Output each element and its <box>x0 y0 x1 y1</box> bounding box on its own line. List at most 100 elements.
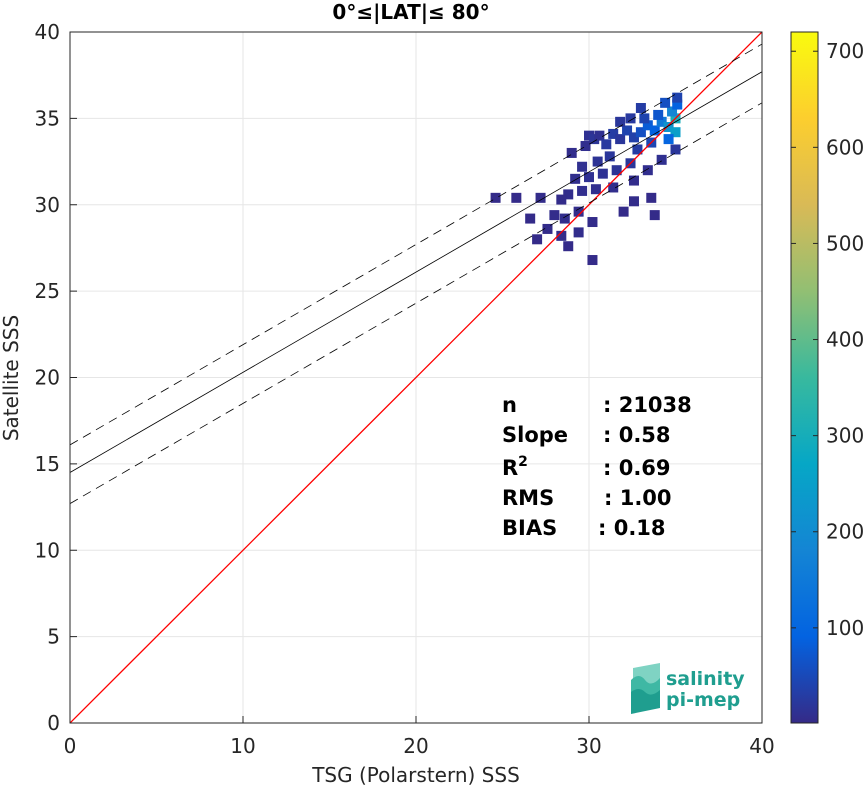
stat-label: n <box>502 393 517 417</box>
density-cell <box>646 192 657 203</box>
density-cell <box>653 109 664 120</box>
density-cell <box>563 189 574 200</box>
logo-line1: salinity <box>666 668 745 690</box>
density-cell <box>532 234 543 245</box>
density-cell <box>608 128 619 139</box>
density-cell <box>670 127 681 138</box>
density-cell <box>592 156 603 167</box>
density-cell <box>556 230 567 241</box>
x-tick-label: 40 <box>749 734 774 758</box>
density-cell <box>563 241 574 252</box>
density-cell <box>573 206 584 217</box>
x-tick-label: 10 <box>230 734 255 758</box>
density-cell <box>670 144 681 155</box>
density-cell <box>584 130 594 141</box>
colorbar-tick-label: 200 <box>826 520 864 544</box>
y-tick-label: 35 <box>35 106 60 130</box>
logo-waves-icon <box>631 663 660 714</box>
colorbar-gradient <box>790 31 819 724</box>
density-cell <box>615 116 626 127</box>
colorbar-tick-label: 400 <box>826 328 864 352</box>
y-tick-label: 5 <box>47 625 60 649</box>
colorbar-tick-label: 300 <box>826 424 864 448</box>
colorbar-tick-label: 100 <box>826 616 864 640</box>
density-cell <box>587 217 598 228</box>
density-cell <box>535 192 546 203</box>
stat-label: RMS <box>502 486 554 510</box>
density-cell <box>584 172 594 183</box>
density-cell <box>542 223 553 234</box>
colorbar-ticks: 100 200 300 400 500 600 700 <box>791 39 864 640</box>
line-fit <box>70 71 762 473</box>
density-cell <box>628 175 639 186</box>
density-cell <box>608 182 619 193</box>
density-cell <box>663 122 674 133</box>
density-cell <box>672 92 683 103</box>
density-cell <box>573 227 584 238</box>
colorbar-tick-label: 600 <box>826 135 864 159</box>
density-cell <box>577 161 588 172</box>
density-cell <box>566 147 577 158</box>
density-cell <box>628 196 639 207</box>
density-cell <box>628 132 639 143</box>
density-cell <box>625 113 636 124</box>
density-cell <box>649 210 660 221</box>
x-tick-label: 0 <box>64 734 77 758</box>
y-tick-label: 25 <box>35 279 60 303</box>
density-cells <box>490 92 683 266</box>
density-cell <box>611 165 622 176</box>
y-tick-label: 40 <box>35 20 60 44</box>
density-cell <box>601 139 612 150</box>
stat-label: R2 <box>502 454 528 480</box>
stat-value: : 0.69 <box>603 456 671 480</box>
density-cell <box>597 168 608 179</box>
chart-title: 0°≤|LAT|≤ 80° <box>332 0 489 24</box>
y-axis-label: Satellite SSS <box>0 315 23 441</box>
stat-value: : 21038 <box>603 393 692 417</box>
density-cell <box>642 165 653 176</box>
density-cell <box>525 213 536 224</box>
density-cell <box>577 185 588 196</box>
density-cell <box>615 134 626 145</box>
density-cell <box>490 192 501 203</box>
density-cell <box>559 213 570 224</box>
density-cell <box>632 144 643 155</box>
y-tick-label: 30 <box>35 193 60 217</box>
colorbar-tick-label: 700 <box>826 39 864 63</box>
density-cell <box>672 99 683 110</box>
density-cell <box>660 97 671 108</box>
stat-value: : 0.58 <box>603 423 671 447</box>
density-cell <box>604 151 615 162</box>
colorbar-tick-label: 500 <box>826 231 864 255</box>
density-cell <box>511 192 522 203</box>
density-cell <box>549 210 560 221</box>
density-cell <box>622 125 633 136</box>
stat-value: : 1.00 <box>604 486 672 510</box>
density-cell <box>635 127 646 138</box>
density-cell <box>667 106 678 117</box>
stat-value: : 0.18 <box>598 516 666 540</box>
density-cell <box>642 120 653 131</box>
density-cell <box>587 255 598 266</box>
density-cell <box>589 134 600 145</box>
colorbar: 100 200 300 400 500 600 700 <box>790 31 864 724</box>
y-tick-label: 10 <box>35 538 60 562</box>
salinity-pi-mep-logo: salinity pi-mep <box>631 663 745 714</box>
stats-box: n: 21038 Slope: 0.58 R2: 0.69 RMS: 1.00 BIAS… <box>502 393 692 540</box>
density-cell <box>663 134 674 145</box>
x-axis: 0 10 20 30 40 <box>64 716 775 758</box>
density-cell <box>618 206 629 217</box>
density-cell <box>580 141 591 152</box>
density-cell <box>656 154 667 165</box>
density-cell <box>639 113 650 124</box>
density-cell <box>556 194 567 205</box>
line-fit+ <box>70 43 762 446</box>
logo-line2: pi-mep <box>666 689 740 711</box>
line-fit- <box>70 102 762 504</box>
y-axis: 0 5 10 15 20 25 30 35 40 <box>35 20 77 735</box>
density-cell <box>649 125 660 136</box>
y-tick-label: 15 <box>35 452 60 476</box>
x-axis-label: TSG (Polarstern) SSS <box>311 763 520 787</box>
stat-label: Slope <box>502 423 568 447</box>
